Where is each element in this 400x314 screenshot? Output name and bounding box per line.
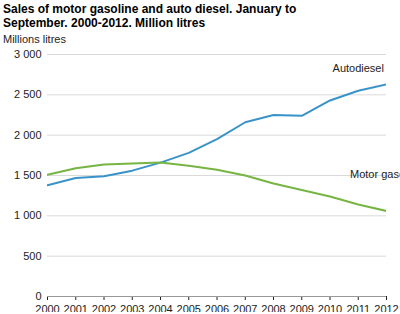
svg-text:2010: 2010 — [318, 303, 342, 312]
svg-text:2002: 2002 — [92, 303, 116, 312]
svg-text:2001: 2001 — [64, 303, 88, 312]
svg-text:2 500: 2 500 — [14, 88, 42, 100]
svg-text:0: 0 — [35, 290, 41, 302]
svg-text:2012: 2012 — [374, 303, 398, 312]
svg-text:1 500: 1 500 — [14, 169, 42, 181]
svg-text:1 000: 1 000 — [14, 209, 42, 221]
html-text:Sales of motor gasoline and au: Sales of motor gasoline and auto diesel.… — [3, 2, 297, 30]
svg-text:2011: 2011 — [346, 303, 370, 312]
svg-text:3 000: 3 000 — [14, 48, 42, 60]
svg-text:Autodiesel: Autodiesel — [333, 62, 384, 74]
svg-text:2003: 2003 — [120, 303, 144, 312]
svg-text:2008: 2008 — [261, 303, 285, 312]
svg-text:2005: 2005 — [177, 303, 201, 312]
svg-text:500: 500 — [23, 250, 41, 262]
svg-text:2000: 2000 — [35, 303, 59, 312]
svg-text:2004: 2004 — [148, 303, 172, 312]
svg-text:2007: 2007 — [233, 303, 257, 312]
html-text:Millions litres: Millions litres — [3, 33, 66, 45]
svg-text:2 000: 2 000 — [14, 129, 42, 141]
svg-text:Motor gasoline: Motor gasoline — [350, 168, 400, 180]
svg-text:2009: 2009 — [290, 303, 314, 312]
svg-text:2006: 2006 — [205, 303, 229, 312]
